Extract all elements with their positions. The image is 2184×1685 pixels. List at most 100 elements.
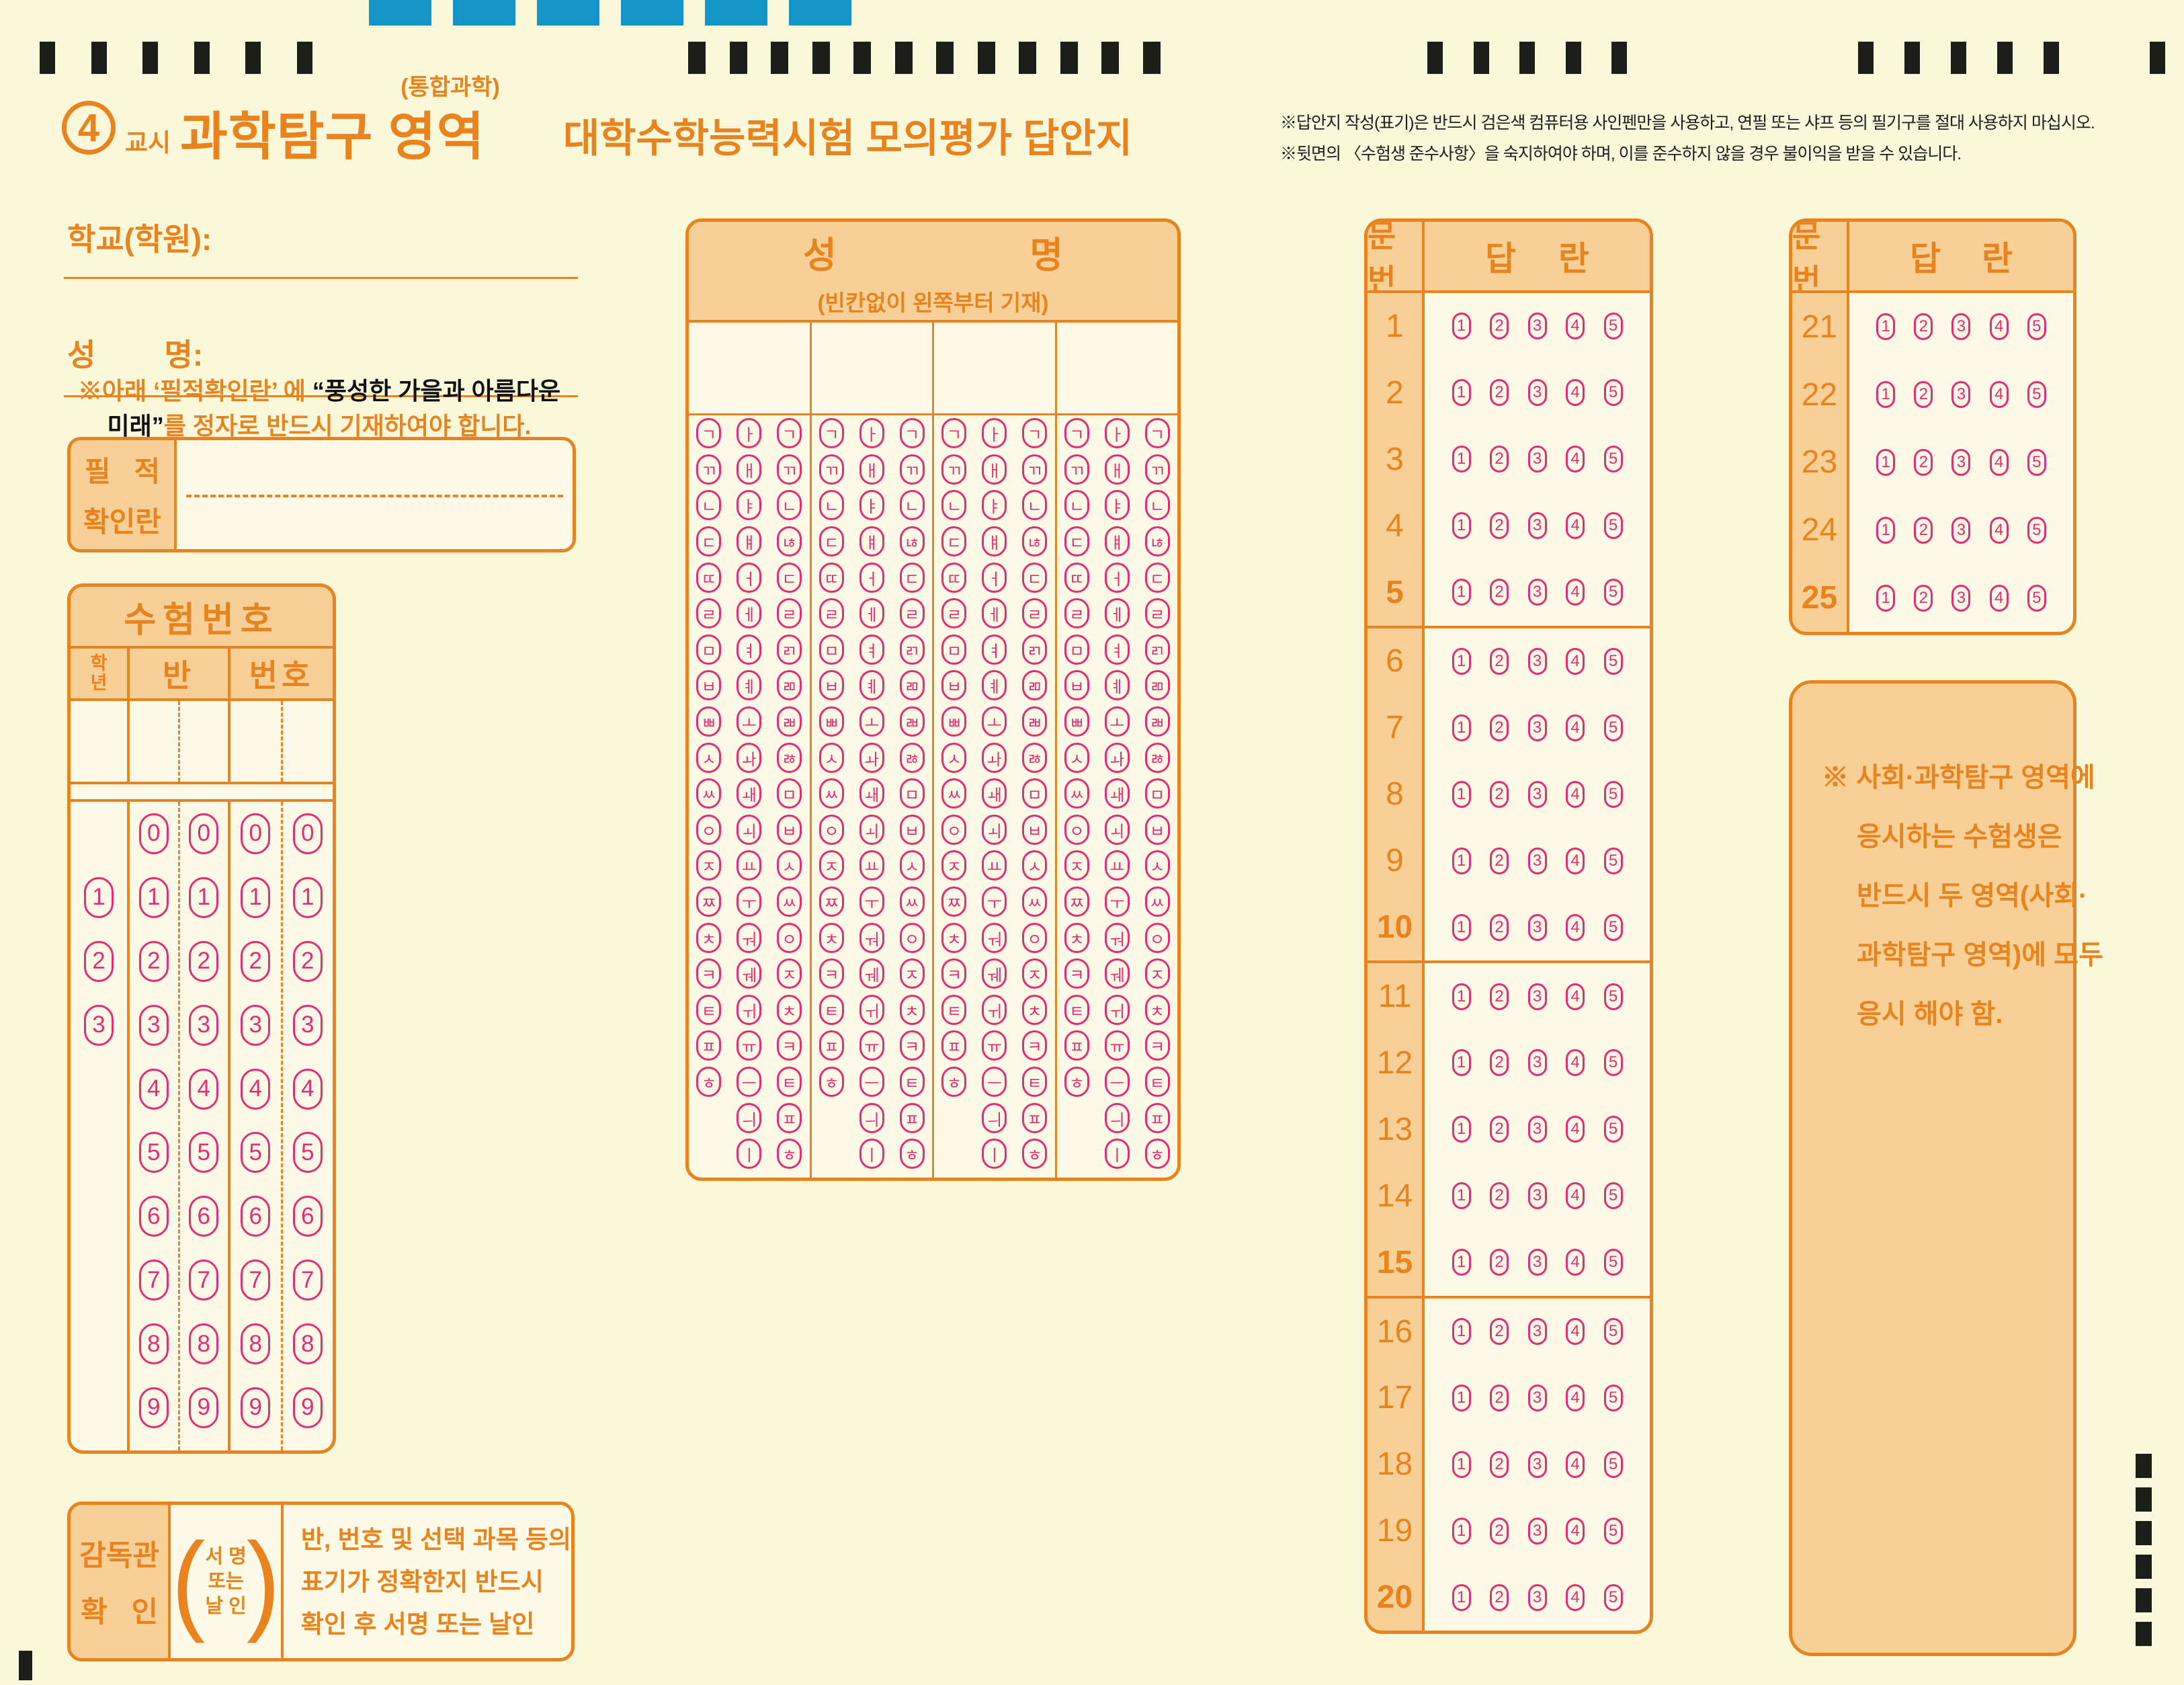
initial-consonant-bubble[interactable]: ㅈ: [818, 850, 844, 881]
answer-bubble[interactable]: 3: [1951, 516, 1971, 544]
final-consonant-bubble[interactable]: ㅈ: [1144, 958, 1170, 989]
vowel-bubble[interactable]: ㅏ: [737, 418, 762, 449]
initial-consonant-bubble[interactable]: ㄸ: [941, 562, 967, 593]
final-consonant-bubble[interactable]: ㅊ: [1144, 994, 1170, 1025]
final-consonant-bubble[interactable]: ㄶ: [777, 526, 802, 557]
answer-bubble[interactable]: 2: [1490, 446, 1509, 473]
initial-consonant-bubble[interactable]: ㅍ: [696, 1030, 722, 1061]
answer-bubble[interactable]: 1: [1452, 1116, 1471, 1143]
final-consonant-bubble[interactable]: ㅆ: [1022, 887, 1048, 917]
number-tens-digit-bubble[interactable]: 6: [241, 1196, 271, 1237]
vowel-bubble[interactable]: ㅟ: [1104, 994, 1130, 1025]
answer-bubble[interactable]: 2: [1490, 983, 1509, 1010]
answer-bubble[interactable]: 5: [1603, 1116, 1623, 1143]
initial-consonant-bubble[interactable]: ㄷ: [696, 526, 722, 557]
answer-bubble[interactable]: 3: [1527, 1384, 1547, 1411]
final-consonant-bubble[interactable]: ㄴ: [1144, 490, 1170, 521]
vowel-bubble[interactable]: ㅗ: [1104, 706, 1130, 737]
vowel-bubble[interactable]: ㅟ: [859, 994, 884, 1025]
answer-bubble[interactable]: 2: [1490, 579, 1509, 606]
final-consonant-bubble[interactable]: ㅅ: [899, 850, 925, 881]
final-consonant-bubble[interactable]: ㅀ: [777, 742, 802, 773]
initial-consonant-bubble[interactable]: ㄱ: [696, 418, 722, 449]
final-consonant-bubble[interactable]: ㅎ: [1144, 1139, 1170, 1169]
vowel-bubble[interactable]: ㅛ: [982, 850, 1007, 881]
final-consonant-bubble[interactable]: ㅂ: [777, 814, 802, 845]
name-input-line[interactable]: [64, 395, 578, 397]
answer-bubble[interactable]: 1: [1452, 446, 1471, 473]
vowel-bubble[interactable]: ㅓ: [859, 562, 884, 593]
initial-consonant-bubble[interactable]: ㄹ: [941, 598, 967, 629]
answer-bubble[interactable]: 3: [1951, 381, 1971, 409]
answer-bubble[interactable]: 2: [1490, 379, 1509, 407]
answer-bubble[interactable]: 2: [1490, 1384, 1509, 1411]
vowel-bubble[interactable]: ㅠ: [982, 1030, 1007, 1061]
answer-bubble[interactable]: 3: [1527, 379, 1547, 407]
initial-consonant-bubble[interactable]: ㄸ: [1064, 562, 1089, 593]
final-consonant-bubble[interactable]: ㅇ: [899, 922, 925, 953]
final-consonant-bubble[interactable]: ㅆ: [899, 887, 925, 917]
number-ones-digit-bubble[interactable]: 8: [292, 1323, 323, 1365]
final-consonant-bubble[interactable]: ㄶ: [1144, 526, 1170, 557]
initial-consonant-bubble[interactable]: ㄱ: [1064, 418, 1089, 449]
final-consonant-bubble[interactable]: ㄼ: [1022, 706, 1048, 737]
answer-bubble[interactable]: 2: [1490, 1049, 1509, 1077]
number-tens-digit-bubble[interactable]: 4: [241, 1068, 271, 1110]
vowel-bubble[interactable]: ㅟ: [982, 994, 1007, 1025]
name-write-cell[interactable]: [809, 323, 933, 413]
answer-bubble[interactable]: 1: [1452, 313, 1471, 340]
vowel-bubble[interactable]: ㅜ: [859, 887, 884, 917]
vowel-bubble[interactable]: ㅣ: [859, 1139, 884, 1169]
answer-bubble[interactable]: 5: [1603, 446, 1623, 473]
vowel-bubble[interactable]: ㅜ: [1104, 887, 1130, 917]
vowel-bubble[interactable]: ㅙ: [982, 778, 1007, 809]
answer-bubble[interactable]: 5: [2027, 313, 2046, 341]
initial-consonant-bubble[interactable]: ㄷ: [818, 526, 844, 557]
final-consonant-bubble[interactable]: ㄲ: [899, 454, 925, 485]
initial-consonant-bubble[interactable]: ㅅ: [696, 742, 722, 773]
class-tens-digit-bubble[interactable]: 0: [138, 813, 169, 854]
initial-consonant-bubble[interactable]: ㅊ: [941, 922, 967, 953]
answer-bubble[interactable]: 1: [1876, 381, 1896, 409]
vowel-bubble[interactable]: ㅚ: [1104, 814, 1130, 845]
initial-consonant-bubble[interactable]: ㅂ: [1064, 670, 1089, 701]
name-write-cell[interactable]: [1054, 323, 1178, 413]
initial-consonant-bubble[interactable]: ㅆ: [696, 778, 722, 809]
number-ones-digit-bubble[interactable]: 1: [292, 876, 323, 918]
class-ones-digit-bubble[interactable]: 0: [189, 813, 219, 854]
initial-consonant-bubble[interactable]: ㅃ: [696, 706, 722, 737]
initial-consonant-bubble[interactable]: ㅊ: [818, 922, 844, 953]
final-consonant-bubble[interactable]: ㅇ: [1022, 922, 1048, 953]
answer-bubble[interactable]: 2: [1490, 647, 1509, 675]
answer-bubble[interactable]: 3: [1527, 512, 1547, 540]
answer-bubble[interactable]: 1: [1452, 847, 1471, 874]
vowel-bubble[interactable]: ㅏ: [982, 418, 1007, 449]
vowel-bubble[interactable]: ㅘ: [1104, 742, 1130, 773]
vowel-bubble[interactable]: ㅓ: [737, 562, 762, 593]
answer-bubble[interactable]: 2: [1490, 714, 1509, 741]
class-ones-digit-bubble[interactable]: 9: [189, 1387, 219, 1428]
answer-bubble[interactable]: 4: [1566, 647, 1585, 675]
initial-consonant-bubble[interactable]: ㄷ: [941, 526, 967, 557]
class-ones-digit-bubble[interactable]: 6: [189, 1196, 219, 1237]
initial-consonant-bubble[interactable]: ㅌ: [696, 994, 722, 1025]
answer-bubble[interactable]: 1: [1452, 1450, 1471, 1478]
number-ones-digit-bubble[interactable]: 2: [292, 940, 323, 982]
initial-consonant-bubble[interactable]: ㅈ: [696, 850, 722, 881]
initial-consonant-bubble[interactable]: ㄲ: [1064, 454, 1089, 485]
vowel-bubble[interactable]: ㅟ: [737, 994, 762, 1025]
answer-bubble[interactable]: 5: [1603, 313, 1623, 340]
initial-consonant-bubble[interactable]: ㅅ: [818, 742, 844, 773]
vowel-bubble[interactable]: ㅢ: [859, 1102, 884, 1133]
vowel-bubble[interactable]: ㅑ: [859, 490, 884, 521]
class-ones-digit-bubble[interactable]: 5: [189, 1132, 219, 1174]
vowel-bubble[interactable]: ㅣ: [982, 1139, 1007, 1169]
answer-bubble[interactable]: 4: [1989, 448, 2009, 476]
answer-bubble[interactable]: 2: [1490, 1584, 1509, 1611]
vowel-bubble[interactable]: ㅡ: [982, 1066, 1007, 1097]
final-consonant-bubble[interactable]: ㅌ: [899, 1066, 925, 1097]
answer-bubble[interactable]: 4: [1989, 381, 2009, 409]
initial-consonant-bubble[interactable]: ㅍ: [941, 1030, 967, 1061]
number-ones-digit-bubble[interactable]: 4: [292, 1068, 323, 1110]
final-consonant-bubble[interactable]: ㄻ: [1022, 670, 1048, 701]
